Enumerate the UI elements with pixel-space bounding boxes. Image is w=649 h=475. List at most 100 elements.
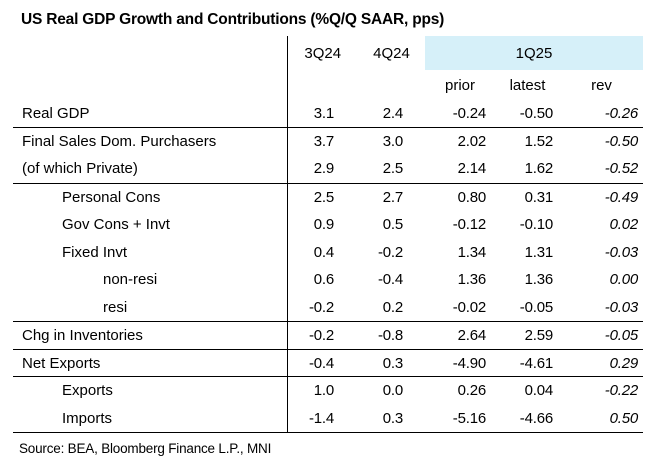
gdp-table: 3Q24 4Q24 1Q25 prior latest rev Real GDP… — [13, 36, 643, 433]
row-label: Fixed Invt — [13, 238, 288, 267]
cell-4q24: 2.7 — [382, 188, 403, 206]
cell-4q24: 2.5 — [358, 155, 425, 184]
cell-prior: -0.02 — [425, 293, 495, 322]
cell-4q24: 0.0 — [382, 382, 403, 400]
table-row-personal-cons: Personal Cons 2.5 2.7 0.80 0.31 -0.49 — [13, 183, 643, 211]
cell-prior: 2.02 — [457, 133, 487, 151]
cell-rev: -0.50 — [604, 133, 638, 151]
cell-3q24: 2.9 — [287, 155, 358, 184]
cell-latest: -0.05 — [495, 293, 560, 322]
cell-4q24: 3.0 — [382, 133, 403, 151]
cell-3q24: -0.2 — [287, 321, 358, 350]
table-row-resi: resi -0.2 0.2 -0.02 -0.05 -0.03 — [13, 293, 643, 322]
table-row-of-which-private: (of which Private) 2.9 2.5 2.14 1.62 -0.… — [13, 155, 643, 184]
cell-rev: -0.03 — [604, 243, 638, 261]
cell-3q24: 3.7 — [313, 133, 334, 151]
cell-3q24: 0.4 — [313, 243, 334, 261]
col-header-prior: prior — [444, 76, 475, 94]
row-label: Net Exports — [13, 349, 288, 378]
cell-3q24: 3.1 — [287, 100, 358, 129]
cell-rev: 0.00 — [609, 271, 639, 289]
cell-prior: 1.34 — [457, 243, 487, 261]
cell-prior: 2.14 — [425, 155, 495, 184]
row-label: resi — [13, 293, 288, 322]
cell-3q24: 0.9 — [313, 216, 334, 234]
corner-cell — [13, 36, 288, 70]
cell-prior: -5.16 — [425, 404, 495, 433]
row-label: Imports — [13, 404, 288, 433]
cell-prior: 2.64 — [425, 321, 495, 350]
cell-3q24: 2.5 — [313, 188, 334, 206]
cell-latest: 1.36 — [524, 271, 554, 289]
page-title: US Real GDP Growth and Contributions (%Q… — [21, 11, 445, 28]
row-label: Real GDP — [13, 100, 288, 129]
cell-rev: 0.50 — [560, 404, 643, 433]
cell-rev: -0.22 — [604, 382, 638, 400]
empty-cell — [358, 70, 425, 100]
empty-cell — [287, 70, 358, 100]
row-label: Chg in Inventories — [13, 321, 288, 350]
cell-rev: -0.26 — [560, 100, 643, 129]
cell-3q24: -0.2 — [287, 293, 358, 322]
cell-latest: -0.10 — [519, 216, 553, 234]
quarter-header-row: 3Q24 4Q24 1Q25 — [13, 36, 643, 70]
cell-rev: -0.05 — [560, 321, 643, 350]
cell-latest: 1.62 — [495, 155, 560, 184]
table-row-gov-cons-invt: Gov Cons + Invt 0.9 0.5 -0.12 -0.10 0.02 — [13, 210, 643, 239]
cell-4q24: 0.3 — [358, 349, 425, 378]
table-row-non-resi: non-resi 0.6 -0.4 1.36 1.36 0.00 — [13, 266, 643, 294]
cell-rev: 0.02 — [609, 216, 639, 234]
cell-prior: -0.12 — [452, 216, 486, 234]
cell-latest: 2.59 — [495, 321, 560, 350]
cell-3q24: 0.6 — [313, 271, 334, 289]
cell-latest: -4.66 — [495, 404, 560, 433]
cell-4q24: 0.3 — [358, 404, 425, 433]
table-row-net-exports: Net Exports -0.4 0.3 -4.90 -4.61 0.29 — [13, 349, 643, 378]
row-label: Gov Cons + Invt — [13, 210, 288, 239]
col-header-3q24: 3Q24 — [304, 44, 342, 62]
col-header-1q25: 1Q25 — [425, 36, 643, 70]
cell-3q24: -0.4 — [287, 349, 358, 378]
cell-latest: 1.52 — [524, 133, 554, 151]
cell-latest: 1.31 — [524, 243, 554, 261]
table-row-real-gdp: Real GDP 3.1 2.4 -0.24 -0.50 -0.26 — [13, 100, 643, 129]
cell-rev: 0.29 — [560, 349, 643, 378]
cell-latest: 0.31 — [524, 188, 554, 206]
cell-prior: 0.80 — [457, 188, 487, 206]
row-label: Personal Cons — [13, 183, 288, 211]
cell-4q24: -0.4 — [377, 271, 403, 289]
cell-4q24: 0.2 — [358, 293, 425, 322]
cell-3q24: -1.4 — [287, 404, 358, 433]
cell-4q24: 0.5 — [382, 216, 403, 234]
col-header-4q24: 4Q24 — [373, 44, 410, 62]
sub-header-row: prior latest rev — [13, 70, 643, 100]
col-header-latest: latest — [509, 76, 546, 94]
table-row-exports: Exports 1.0 0.0 0.26 0.04 -0.22 — [13, 376, 643, 405]
cell-rev: -0.52 — [560, 155, 643, 184]
col-header-rev: rev — [591, 76, 612, 94]
row-label: (of which Private) — [13, 155, 288, 184]
cell-3q24: 1.0 — [313, 382, 334, 400]
row-label: Exports — [13, 376, 288, 405]
cell-4q24: 2.4 — [358, 100, 425, 129]
cell-prior: 1.36 — [457, 271, 487, 289]
table-row-chg-in-inventories: Chg in Inventories -0.2 -0.8 2.64 2.59 -… — [13, 321, 643, 350]
row-label: non-resi — [13, 266, 288, 294]
cell-prior: -4.90 — [425, 349, 495, 378]
cell-prior: 0.26 — [457, 382, 487, 400]
cell-4q24: -0.2 — [377, 243, 403, 261]
cell-latest: -4.61 — [495, 349, 560, 378]
row-label: Final Sales Dom. Purchasers — [13, 127, 288, 156]
table-row-imports: Imports -1.4 0.3 -5.16 -4.66 0.50 — [13, 404, 643, 433]
cell-rev: -0.49 — [604, 188, 638, 206]
cell-latest: -0.50 — [495, 100, 560, 129]
corner-cell — [13, 70, 288, 100]
cell-latest: 0.04 — [524, 382, 554, 400]
cell-prior: -0.24 — [425, 100, 495, 129]
source-note: Source: BEA, Bloomberg Finance L.P., MNI — [19, 440, 272, 456]
cell-rev: -0.03 — [560, 293, 643, 322]
table-row-final-sales: Final Sales Dom. Purchasers 3.7 3.0 2.02… — [13, 127, 643, 156]
table-row-fixed-invt: Fixed Invt 0.4 -0.2 1.34 1.31 -0.03 — [13, 238, 643, 267]
cell-4q24: -0.8 — [358, 321, 425, 350]
